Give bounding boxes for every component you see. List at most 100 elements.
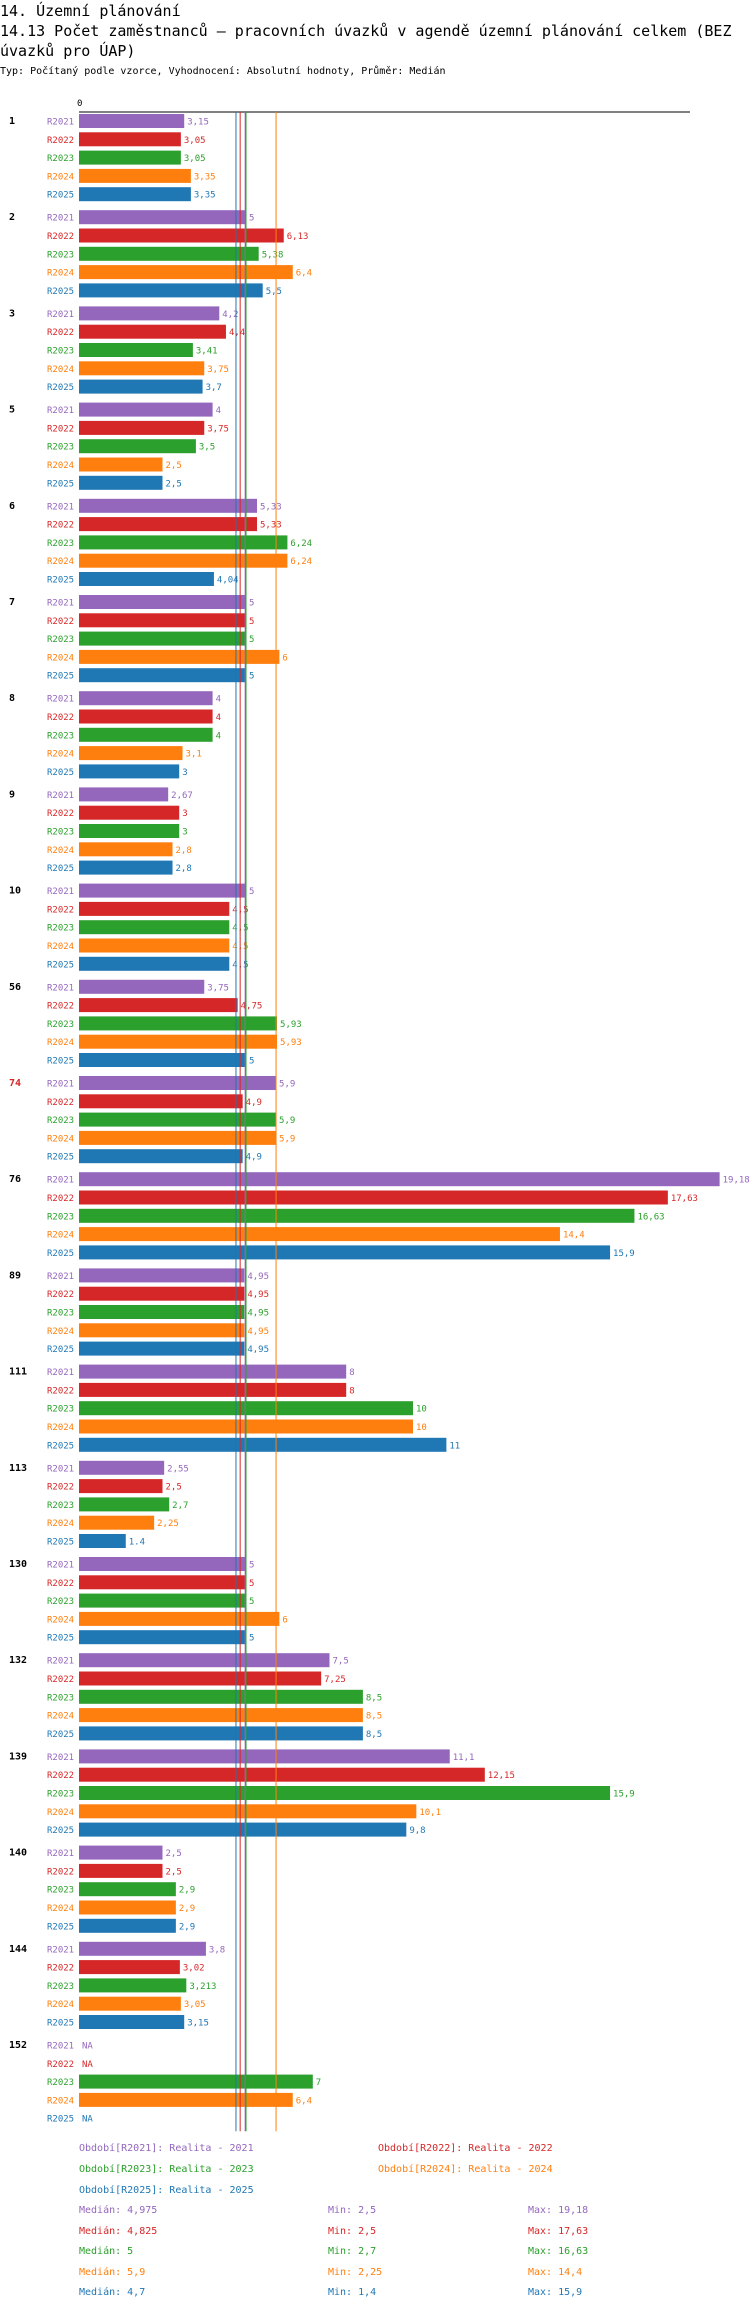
bar-89-R2021 bbox=[79, 1268, 245, 1283]
bar-113-R2024 bbox=[79, 1515, 155, 1530]
stat-max-R2021: Max: 19,18 bbox=[528, 2205, 589, 2216]
data-label-56-R2024: 5,93 bbox=[280, 1038, 302, 1048]
series-label-R2025: R2025 bbox=[47, 768, 74, 778]
series-label-R2021: R2021 bbox=[47, 791, 74, 801]
data-label-9-R2024: 2,8 bbox=[176, 846, 192, 856]
data-label-152-R2023: 7 bbox=[316, 2078, 321, 2088]
bar-74-R2025 bbox=[79, 1149, 243, 1164]
series-label-R2024: R2024 bbox=[47, 1712, 74, 1722]
bar-6-R2021 bbox=[79, 498, 258, 513]
series-label-R2024: R2024 bbox=[47, 1615, 74, 1625]
series-label-R2022: R2022 bbox=[47, 713, 74, 723]
bar-152-R2023 bbox=[79, 2074, 313, 2089]
data-label-76-R2022: 17,63 bbox=[671, 1194, 698, 1204]
bar-132-R2023 bbox=[79, 1689, 363, 1704]
data-label-1-R2022: 3,05 bbox=[184, 136, 206, 146]
series-label-R2023: R2023 bbox=[47, 1020, 74, 1030]
series-label-R2024: R2024 bbox=[47, 172, 74, 182]
bar-5-R2021 bbox=[79, 402, 213, 417]
data-label-89-R2021: 4,95 bbox=[247, 1272, 269, 1282]
data-label-111-R2021: 8 bbox=[349, 1368, 354, 1378]
data-label-6-R2024: 6,24 bbox=[290, 557, 312, 567]
series-label-R2022: R2022 bbox=[47, 424, 74, 434]
bar-7-R2023 bbox=[79, 631, 246, 646]
data-label-3-R2023: 3,41 bbox=[196, 347, 218, 357]
bar-8-R2021 bbox=[79, 691, 213, 706]
data-label-111-R2022: 8 bbox=[349, 1386, 354, 1396]
series-label-R2024: R2024 bbox=[47, 1808, 74, 1818]
series-label-R2023: R2023 bbox=[47, 154, 74, 164]
data-label-89-R2022: 4,95 bbox=[247, 1290, 269, 1300]
series-label-R2021: R2021 bbox=[47, 1849, 74, 1859]
series-label-R2025: R2025 bbox=[47, 479, 74, 489]
data-label-7-R2021: 5 bbox=[249, 599, 254, 609]
series-label-R2022: R2022 bbox=[47, 1386, 74, 1396]
bar-130-R2024 bbox=[79, 1611, 280, 1626]
series-label-R2025: R2025 bbox=[47, 2019, 74, 2029]
data-label-3-R2022: 4,4 bbox=[229, 328, 245, 338]
data-label-56-R2022: 4,75 bbox=[241, 1002, 263, 1012]
category-label-9: 9 bbox=[9, 789, 15, 800]
series-label-R2023: R2023 bbox=[47, 1212, 74, 1222]
data-label-140-R2025: 2,9 bbox=[179, 1922, 195, 1932]
bar-144-R2024 bbox=[79, 1996, 181, 2011]
bar-140-R2023 bbox=[79, 1882, 176, 1897]
series-label-R2024: R2024 bbox=[47, 653, 74, 663]
data-label-140-R2023: 2,9 bbox=[179, 1886, 195, 1896]
data-label-113-R2023: 2,7 bbox=[172, 1501, 188, 1511]
data-label-132-R2024: 8,5 bbox=[366, 1712, 382, 1722]
bar-3-R2024 bbox=[79, 361, 205, 376]
bar-140-R2024 bbox=[79, 1900, 176, 1915]
series-label-R2024: R2024 bbox=[47, 942, 74, 952]
data-label-139-R2021: 11,1 bbox=[453, 1753, 475, 1763]
series-label-R2025: R2025 bbox=[47, 1730, 74, 1740]
series-label-R2025: R2025 bbox=[47, 383, 74, 393]
series-label-R2022: R2022 bbox=[47, 617, 74, 627]
series-label-R2024: R2024 bbox=[47, 461, 74, 471]
series-label-R2023: R2023 bbox=[47, 1597, 74, 1607]
data-label-10-R2021: 5 bbox=[249, 887, 254, 897]
bar-3-R2022 bbox=[79, 324, 226, 339]
series-label-R2021: R2021 bbox=[47, 695, 74, 705]
series-label-R2024: R2024 bbox=[47, 557, 74, 567]
data-label-111-R2023: 10 bbox=[416, 1405, 427, 1415]
data-label-152-R2025: NA bbox=[82, 2115, 93, 2125]
legend-item-R2021: Období[R2021]: Realita - 2021 bbox=[79, 2143, 254, 2154]
data-label-140-R2022: 2,5 bbox=[166, 1867, 182, 1877]
series-label-R2021: R2021 bbox=[47, 887, 74, 897]
series-label-R2025: R2025 bbox=[47, 1441, 74, 1451]
data-label-9-R2022: 3 bbox=[182, 809, 187, 819]
bar-10-R2024 bbox=[79, 938, 230, 953]
legend-item-R2023: Období[R2023]: Realita - 2023 bbox=[79, 2164, 254, 2175]
stat-min-R2025: Min: 1,4 bbox=[328, 2287, 377, 2298]
data-label-132-R2023: 8,5 bbox=[366, 1693, 382, 1703]
data-label-132-R2022: 7,25 bbox=[324, 1675, 346, 1685]
series-label-R2023: R2023 bbox=[47, 635, 74, 645]
data-label-113-R2025: 1.4 bbox=[129, 1538, 145, 1548]
bar-2-R2025 bbox=[79, 283, 263, 298]
bar-2-R2024 bbox=[79, 265, 293, 280]
data-label-132-R2021: 7,5 bbox=[333, 1657, 349, 1667]
data-label-76-R2023: 16,63 bbox=[637, 1212, 664, 1222]
bar-132-R2022 bbox=[79, 1671, 322, 1686]
category-label-2: 2 bbox=[9, 212, 15, 223]
bar-76-R2021 bbox=[79, 1172, 720, 1187]
bar-7-R2025 bbox=[79, 668, 246, 683]
bar-76-R2022 bbox=[79, 1190, 668, 1205]
chart-title-line-1: 14.13 Počet zaměstnanců – pracovních úva… bbox=[0, 22, 732, 40]
stat-max-R2022: Max: 17,63 bbox=[528, 2225, 589, 2237]
category-label-140: 140 bbox=[9, 1848, 27, 1859]
data-label-8-R2023: 4 bbox=[216, 731, 221, 741]
bar-132-R2021 bbox=[79, 1653, 330, 1668]
category-label-6: 6 bbox=[9, 501, 15, 512]
bar-5-R2023 bbox=[79, 439, 196, 454]
series-label-R2021: R2021 bbox=[47, 1464, 74, 1474]
bar-10-R2022 bbox=[79, 901, 230, 916]
series-label-R2024: R2024 bbox=[47, 1327, 74, 1337]
series-label-R2024: R2024 bbox=[47, 1231, 74, 1241]
series-label-R2025: R2025 bbox=[47, 1057, 74, 1067]
data-label-7-R2024: 6 bbox=[282, 653, 287, 663]
series-label-R2022: R2022 bbox=[47, 136, 74, 146]
data-label-74-R2025: 4,9 bbox=[246, 1153, 262, 1163]
series-label-R2022: R2022 bbox=[47, 1194, 74, 1204]
